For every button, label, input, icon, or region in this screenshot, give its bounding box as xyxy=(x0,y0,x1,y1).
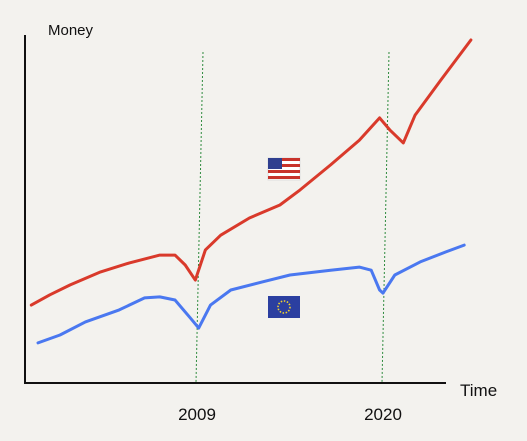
y-axis-label: Money xyxy=(48,22,94,39)
x-axis-label: Time xyxy=(460,381,497,400)
eu-flag xyxy=(268,296,300,318)
x-tick-label: 2009 xyxy=(178,405,216,424)
line xyxy=(29,38,473,307)
grid-line xyxy=(381,51,390,384)
grid-line xyxy=(195,51,204,384)
x-tick-label: 2020 xyxy=(364,405,402,424)
us-flag xyxy=(267,157,301,181)
line xyxy=(36,243,466,345)
